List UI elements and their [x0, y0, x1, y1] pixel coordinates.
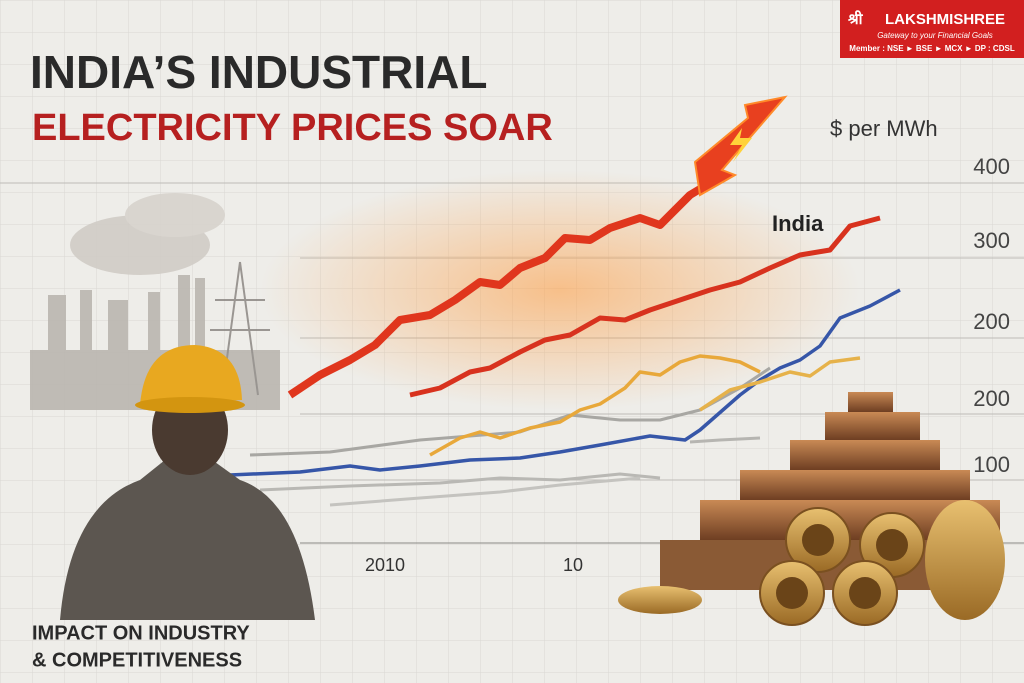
- y-label: 400: [973, 154, 1010, 179]
- logo-tagline: Gateway to your Financial Goals: [877, 31, 993, 40]
- unit-label: $ per MWh: [830, 116, 938, 141]
- trend-line: [329, 476, 641, 507]
- helmet-brim: [135, 397, 245, 413]
- trend-line: [259, 472, 661, 492]
- trend-line-orange: [699, 356, 861, 412]
- arrow-head: [693, 95, 788, 197]
- y-label: 300: [973, 228, 1010, 253]
- trend-line-red: [287, 176, 718, 399]
- pylon: [210, 261, 270, 396]
- coil-hole: [876, 529, 908, 561]
- metal-stack: [618, 392, 1005, 626]
- trend-line-blue: [229, 288, 901, 477]
- trend-line-orange: [429, 354, 761, 457]
- logo-box: [840, 0, 1024, 58]
- bar: [825, 412, 920, 440]
- chimney: [195, 278, 205, 395]
- bar: [790, 440, 940, 470]
- footer-line-1: IMPACT ON INDUSTRY: [32, 622, 250, 644]
- trend-line-india: [409, 215, 881, 398]
- bar: [848, 392, 893, 412]
- bar: [740, 470, 970, 500]
- logo-name: LAKSHMISHREE: [885, 11, 1005, 28]
- x-label: 10: [563, 555, 583, 575]
- x-label: 2010: [365, 555, 405, 575]
- trend-line: [689, 436, 761, 444]
- coil-hole: [802, 524, 834, 556]
- series-label: India: [772, 211, 824, 236]
- footer-line-2: & COMPETITIVENESS: [32, 649, 242, 671]
- coil-hole: [849, 577, 881, 609]
- helmet: [140, 345, 242, 405]
- y-label: 100: [973, 452, 1010, 477]
- lightning: [730, 128, 752, 162]
- title-line-2: ELECTRICITY PRICES SOAR: [32, 107, 553, 149]
- y-label: 200: [973, 386, 1010, 411]
- smoke: [125, 193, 225, 237]
- coil-hole: [776, 577, 808, 609]
- coin-stack: [925, 500, 1005, 620]
- title-line-1: INDIA’S INDUSTRIAL: [30, 46, 487, 98]
- y-label: 200: [973, 309, 1010, 334]
- worker: [60, 345, 315, 620]
- worker-body: [60, 460, 315, 620]
- logo-membership: Member : NSE ► BSE ► MCX ► DP : CDSL: [849, 44, 1015, 53]
- logo-script: श्री: [847, 10, 864, 28]
- coin: [618, 586, 702, 614]
- glow: [260, 170, 860, 410]
